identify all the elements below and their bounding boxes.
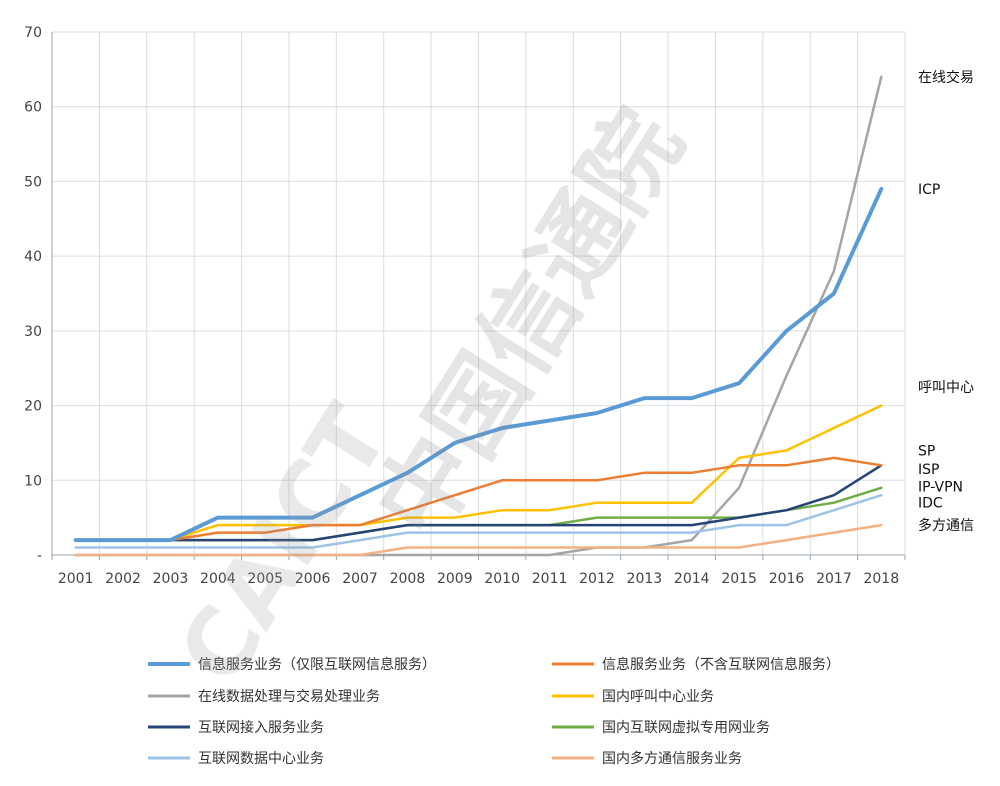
- x-tick-label: 2002: [105, 571, 141, 587]
- legend-label-4: 国内呼叫中心业务: [602, 689, 714, 705]
- legend-label-1: 信息服务业务（仅限互联网信息服务）: [198, 656, 436, 673]
- legend-label-8: 国内多方通信服务业务: [602, 750, 742, 767]
- legend-label-5: 互联网接入服务业务: [198, 719, 324, 736]
- series-lines: [73, 75, 884, 557]
- right-label-7: IDC: [918, 496, 943, 512]
- x-tick-label: 2011: [532, 571, 568, 587]
- x-tick-label: 2017: [816, 571, 852, 587]
- x-tick-label: 2013: [627, 571, 663, 587]
- watermark-cn: 中国信通院: [355, 91, 704, 557]
- x-tick-label: 2014: [674, 571, 710, 587]
- series-line-5: [74, 464, 883, 542]
- legend-label-3: 在线数据处理与交易处理业务: [198, 688, 380, 705]
- legend-label-2: 信息服务业务（不含互联网信息服务）: [602, 656, 840, 673]
- series-line-1: [73, 186, 884, 543]
- y-tick-label: 50: [24, 174, 42, 190]
- right-label-2: ICP: [918, 182, 940, 198]
- series-line-7: [74, 493, 883, 549]
- legend-label-7: 互联网数据中心业务: [198, 751, 324, 767]
- x-tick-label: 2018: [863, 571, 899, 587]
- y-axis-ticks: - 10 20 30 40 50 60 70: [24, 25, 42, 564]
- x-tick-label: 2001: [58, 571, 94, 587]
- legend-label-6: 国内互联网虚拟专用网业务: [602, 720, 770, 736]
- grid: [52, 31, 906, 555]
- x-tick-label: 2003: [153, 571, 189, 587]
- x-tick-label: 2005: [247, 571, 283, 587]
- x-tick-label: 2010: [484, 571, 520, 587]
- right-label-8: 多方通信: [918, 517, 974, 534]
- right-label-5: ISP: [918, 462, 939, 478]
- y-tick-label: 60: [24, 100, 42, 116]
- watermark-en: CAICT: [158, 388, 410, 702]
- y-tick-label: 30: [24, 324, 42, 340]
- series-line-8: [74, 523, 883, 557]
- y-tick-label: -: [37, 548, 42, 564]
- y-tick-label: 70: [24, 25, 42, 41]
- x-tick-label: 2006: [295, 571, 331, 587]
- x-tick-label: 2016: [769, 571, 805, 587]
- right-label-4: SP: [918, 443, 935, 459]
- x-tick-label: 2007: [342, 571, 378, 587]
- x-tick-label: 2009: [437, 571, 473, 587]
- y-tick-label: 40: [24, 249, 42, 265]
- x-tick-label: 2008: [390, 571, 426, 587]
- right-label-1: 在线交易: [918, 69, 974, 86]
- series-line-4: [74, 404, 883, 542]
- x-tick-label: 2004: [200, 571, 236, 587]
- x-tick-label: 2012: [579, 571, 615, 587]
- right-label-3: 呼叫中心: [918, 380, 974, 396]
- x-tick-label: 2015: [721, 571, 757, 587]
- legend: 信息服务业务（仅限互联网信息服务） 信息服务业务（不含互联网信息服务） 在线数据处理…: [148, 656, 840, 767]
- y-tick-label: 20: [24, 399, 42, 415]
- y-tick-label: 10: [24, 473, 42, 489]
- series-line-2: [74, 456, 883, 542]
- x-axis-ticks: 2001 2002 2003 2004 2005 2006 2007 2008 2009 2010…: [58, 571, 899, 587]
- right-label-6: IP-VPN: [918, 479, 963, 495]
